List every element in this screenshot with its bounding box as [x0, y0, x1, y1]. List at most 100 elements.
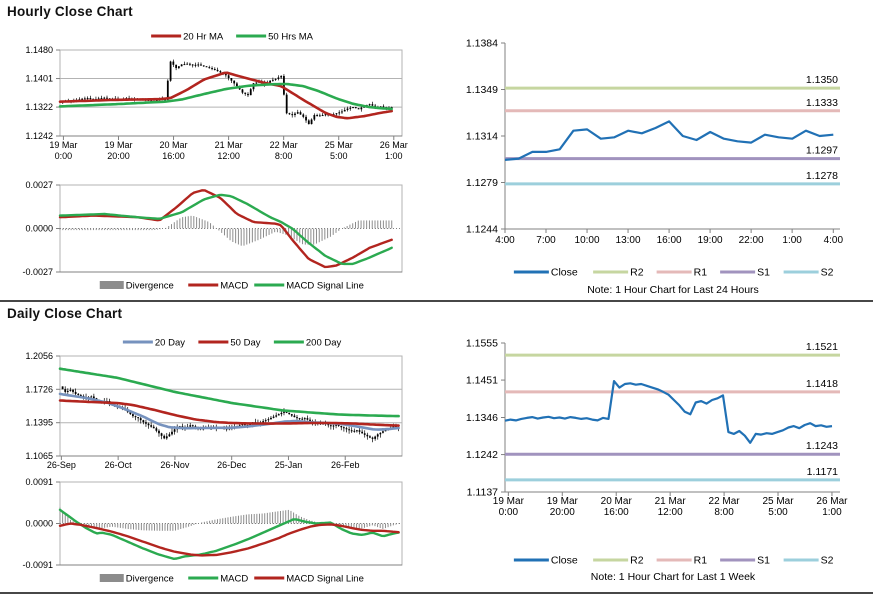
svg-text:MACD Signal Line: MACD Signal Line — [286, 574, 364, 585]
svg-text:0.0091: 0.0091 — [25, 477, 53, 487]
svg-text:1:00: 1:00 — [822, 507, 842, 518]
svg-text:26-Sep: 26-Sep — [47, 460, 76, 470]
svg-text:1.1346: 1.1346 — [466, 412, 498, 424]
svg-text:26-Oct: 26-Oct — [105, 460, 133, 470]
svg-text:20:00: 20:00 — [107, 151, 130, 161]
svg-text:1.1384: 1.1384 — [466, 38, 498, 50]
svg-text:1.1171: 1.1171 — [807, 466, 838, 478]
svg-text:S1: S1 — [757, 555, 770, 567]
svg-text:25-Jan: 25-Jan — [275, 460, 303, 470]
svg-text:0:00: 0:00 — [55, 151, 73, 161]
svg-text:1.1451: 1.1451 — [466, 375, 498, 387]
svg-text:Close: Close — [551, 555, 578, 567]
svg-text:16:00: 16:00 — [657, 235, 682, 246]
svg-text:200 Day: 200 Day — [306, 338, 342, 349]
svg-text:MACD Signal Line: MACD Signal Line — [286, 281, 364, 292]
svg-text:19 Mar: 19 Mar — [49, 140, 77, 150]
svg-text:1.1322: 1.1322 — [25, 102, 53, 112]
svg-text:1.1137: 1.1137 — [467, 487, 498, 499]
svg-text:1.1401: 1.1401 — [25, 74, 53, 84]
hourly-macd-chart: 0.0027 0.0000 -0.0027 Divergence MACD MACD Si… — [22, 180, 403, 292]
hourly-pivot-note: Note: 1 Hour Chart for Last 24 Hours — [587, 284, 759, 296]
svg-text:Divergence: Divergence — [126, 574, 174, 585]
svg-text:1.1065: 1.1065 — [25, 451, 53, 461]
svg-text:S2: S2 — [821, 267, 834, 279]
svg-text:21 Mar: 21 Mar — [655, 496, 687, 507]
svg-text:1.1242: 1.1242 — [25, 131, 53, 141]
svg-text:19 Mar: 19 Mar — [547, 496, 579, 507]
svg-text:1.1297: 1.1297 — [806, 145, 838, 157]
svg-text:R2: R2 — [630, 267, 644, 279]
svg-text:13:00: 13:00 — [616, 235, 641, 246]
svg-text:8:00: 8:00 — [275, 151, 293, 161]
svg-text:20 Mar: 20 Mar — [160, 140, 188, 150]
svg-text:5:00: 5:00 — [768, 507, 788, 518]
svg-text:1.1279: 1.1279 — [466, 177, 498, 189]
svg-text:1.1726: 1.1726 — [25, 384, 53, 394]
svg-text:1.1243: 1.1243 — [806, 440, 838, 452]
svg-text:1.1244: 1.1244 — [466, 224, 498, 236]
svg-text:1:00: 1:00 — [385, 151, 403, 161]
svg-text:19:00: 19:00 — [698, 235, 723, 246]
svg-text:0.0000: 0.0000 — [25, 519, 53, 529]
section-divider-top — [0, 300, 873, 302]
daily-macd-chart: 0.0091 0.0000 -0.0091 Divergence MACD MACD Si… — [22, 477, 403, 585]
svg-text:Divergence: Divergence — [126, 281, 174, 292]
svg-text:1.1395: 1.1395 — [25, 418, 53, 428]
svg-text:0.0000: 0.0000 — [25, 224, 53, 234]
svg-text:S2: S2 — [821, 555, 834, 567]
hourly-section-title: Hourly Close Chart — [7, 4, 133, 19]
svg-text:1.1418: 1.1418 — [806, 378, 838, 390]
svg-text:25 Mar: 25 Mar — [325, 140, 353, 150]
svg-text:4:00: 4:00 — [495, 235, 515, 246]
section-divider-bottom — [0, 592, 873, 594]
svg-text:R2: R2 — [630, 555, 644, 567]
svg-text:-0.0091: -0.0091 — [22, 560, 53, 570]
svg-text:R1: R1 — [694, 555, 708, 567]
svg-text:0:00: 0:00 — [499, 507, 519, 518]
svg-text:0.0027: 0.0027 — [25, 180, 53, 190]
svg-text:MACD: MACD — [220, 281, 248, 292]
svg-text:10:00: 10:00 — [575, 235, 600, 246]
svg-text:4:00: 4:00 — [824, 235, 844, 246]
svg-text:1.1521: 1.1521 — [806, 341, 838, 353]
svg-text:1.1349: 1.1349 — [466, 84, 498, 96]
svg-text:26 Mar: 26 Mar — [380, 140, 408, 150]
svg-text:Close: Close — [551, 267, 578, 279]
svg-text:1.1314: 1.1314 — [466, 131, 498, 143]
svg-text:26-Feb: 26-Feb — [331, 460, 360, 470]
svg-text:25 Mar: 25 Mar — [762, 496, 794, 507]
svg-text:16:00: 16:00 — [604, 507, 629, 518]
svg-text:26-Nov: 26-Nov — [160, 460, 190, 470]
svg-text:12:00: 12:00 — [658, 507, 683, 518]
svg-text:26 Mar: 26 Mar — [816, 496, 848, 507]
svg-text:22 Mar: 22 Mar — [270, 140, 298, 150]
svg-text:5:00: 5:00 — [330, 151, 348, 161]
svg-text:7:00: 7:00 — [536, 235, 556, 246]
svg-text:1.1242: 1.1242 — [466, 449, 498, 461]
svg-text:1:00: 1:00 — [782, 235, 802, 246]
svg-text:-0.0027: -0.0027 — [22, 267, 53, 277]
svg-text:20 Hr MA: 20 Hr MA — [183, 32, 224, 43]
svg-text:26-Dec: 26-Dec — [217, 460, 247, 470]
svg-text:R1: R1 — [694, 267, 708, 279]
svg-text:22 Mar: 22 Mar — [709, 496, 741, 507]
weekly-pivot-note: Note: 1 Hour Chart for Last 1 Week — [590, 571, 756, 583]
svg-text:19 Mar: 19 Mar — [104, 140, 132, 150]
svg-text:S1: S1 — [757, 267, 770, 279]
svg-text:21 Mar: 21 Mar — [215, 140, 243, 150]
svg-text:20 Day: 20 Day — [155, 338, 185, 349]
daily-section-title: Daily Close Chart — [7, 306, 123, 321]
svg-text:19 Mar: 19 Mar — [493, 496, 525, 507]
svg-text:12:00: 12:00 — [217, 151, 240, 161]
svg-text:50 Day: 50 Day — [230, 338, 260, 349]
svg-text:1.1555: 1.1555 — [466, 338, 498, 350]
svg-text:1.1278: 1.1278 — [806, 170, 838, 182]
svg-text:1.1480: 1.1480 — [25, 45, 53, 55]
svg-text:1.1333: 1.1333 — [806, 97, 838, 109]
